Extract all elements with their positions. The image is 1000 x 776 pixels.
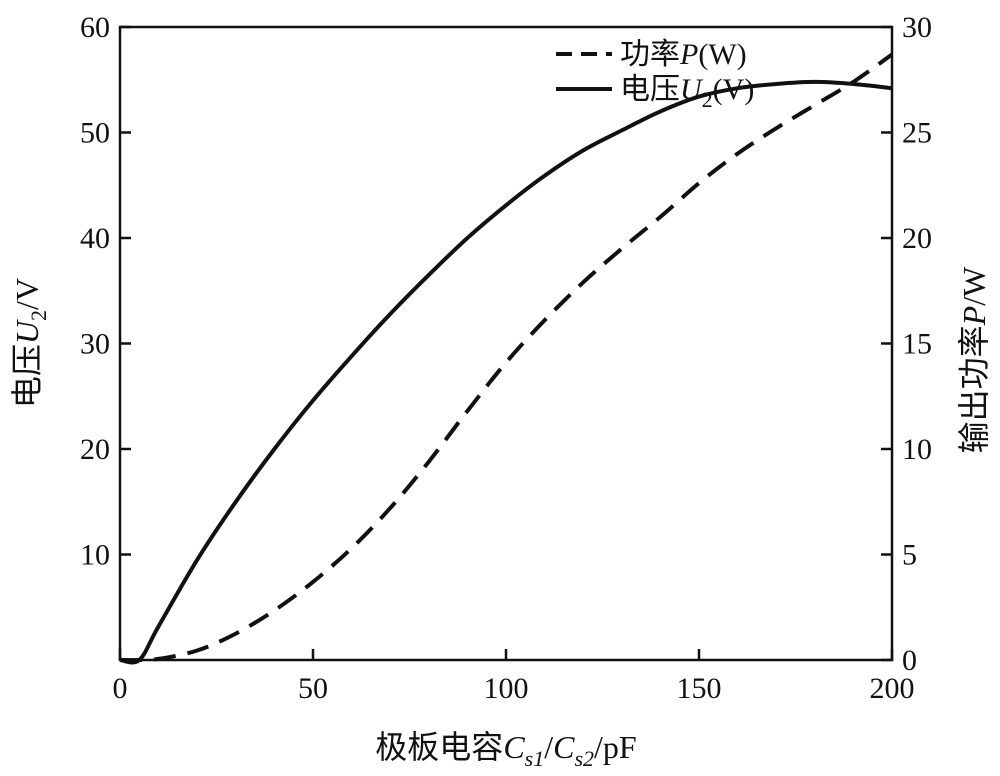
right-tick-label: 15 (902, 328, 932, 361)
right-axis-title: 输出功率P/W (956, 266, 992, 453)
x-axis-title: 极板电容Cs1/Cs2/pF (375, 729, 636, 771)
left-tick-label: 10 (80, 539, 110, 572)
left-axis-title: 电压U2/V (9, 278, 51, 408)
x-axis-title-var2: C (553, 729, 575, 765)
legend-power-prefix: 功率 (620, 38, 680, 71)
x-axis-title-unit: /pF (594, 729, 637, 765)
legend-voltage-unit: (V) (713, 73, 755, 106)
legend-power-var: P (679, 38, 698, 71)
left-tick-label: 40 (80, 222, 110, 255)
legend-voltage-sub: 2 (702, 87, 713, 112)
x-tick-label: 150 (677, 672, 722, 705)
right-tick-label: 10 (902, 433, 932, 466)
x-axis-title-sub2: s2 (574, 746, 594, 771)
x-axis-title-prefix: 极板电容 (375, 729, 503, 765)
power-series-line (119, 52, 894, 663)
x-tick-label: 0 (113, 672, 128, 705)
x-axis-title-sub1: s1 (525, 746, 545, 771)
legend-label-voltage: 电压U2(V) (620, 73, 754, 112)
legend-label-power: 功率P(W) (620, 38, 747, 71)
left-axis-title-sub: 2 (26, 310, 51, 321)
right-tick-label: 20 (902, 222, 932, 255)
legend-voltage-prefix: 电压 (620, 73, 680, 106)
x-tick-label: 100 (484, 672, 529, 705)
left-axis-title-unit: /V (9, 278, 45, 310)
right-tick-label: 25 (902, 117, 932, 150)
legend-power-unit: (W) (698, 38, 746, 71)
left-tick-label: 50 (80, 117, 110, 150)
plot-frame (118, 25, 894, 662)
series-group (119, 52, 894, 665)
right-axis-title-unit: /W (956, 266, 992, 306)
right-axis-title-var: P (956, 306, 992, 327)
x-axis-title-var1: C (503, 729, 525, 765)
left-tick-label: 60 (80, 11, 110, 44)
ticks: 0 50 100 150 200 10 20 30 40 50 60 0 5 10 15 20 25 30 (80, 11, 932, 705)
left-axis-title-var: U (9, 319, 45, 344)
voltage-series-line (119, 79, 893, 665)
right-axis-title-prefix: 输出功率 (956, 325, 992, 453)
left-tick-label: 30 (80, 328, 110, 361)
x-tick-label: 50 (298, 672, 328, 705)
right-tick-label: 5 (902, 539, 917, 572)
right-tick-label: 30 (902, 11, 932, 44)
x-axis-title-sep: / (544, 729, 553, 765)
legend-voltage-var: U (680, 73, 704, 106)
left-axis-title-prefix: 电压 (9, 344, 45, 408)
x-tick-label: 200 (870, 672, 915, 705)
left-tick-label: 20 (80, 433, 110, 466)
right-tick-label: 0 (902, 644, 917, 677)
legend: 功率P(W) 电压U2(V) (556, 38, 754, 112)
